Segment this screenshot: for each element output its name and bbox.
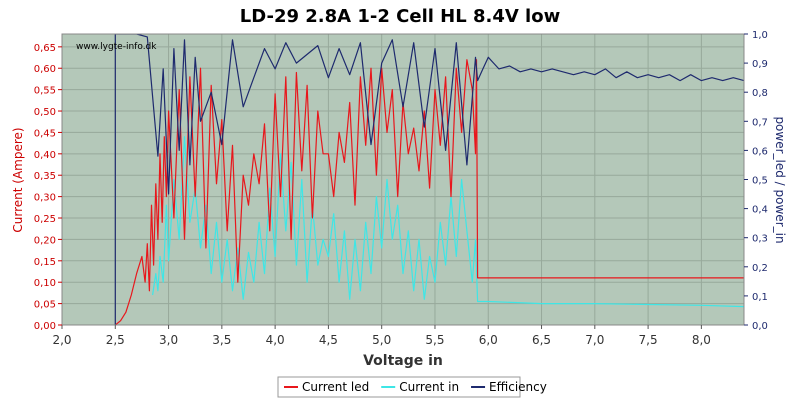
legend-label-current-in: Current in <box>399 380 459 394</box>
right-tick-label: 0,2 <box>752 263 768 274</box>
x-tick-label: 3,0 <box>159 333 178 347</box>
series-line-current-in <box>152 136 744 308</box>
right-tick-label: 1,0 <box>752 30 768 41</box>
x-tick-label: 5,0 <box>372 333 391 347</box>
right-tick-label: 0,4 <box>752 205 768 216</box>
x-axis: 2,0 2,5 3,0 3,5 4,0 4,5 5,0 5,5 6,0 6,5 7,0 7,5 8,0 <box>52 325 711 347</box>
right-tick-label: 0,3 <box>752 234 768 245</box>
x-tick-label: 7,0 <box>585 333 604 347</box>
left-axis-label: Current (Ampere) <box>11 127 25 232</box>
x-tick-label: 7,5 <box>639 333 658 347</box>
legend-label-current-led: Current led <box>302 380 369 394</box>
left-tick-label: 0,25 <box>34 214 56 225</box>
left-tick-label: 0,40 <box>34 150 56 161</box>
x-tick-label: 8,0 <box>692 333 711 347</box>
x-tick-label: 5,5 <box>425 333 444 347</box>
watermark: www.lygte-info.dk <box>76 42 157 52</box>
x-tick-label: 2,0 <box>52 333 71 347</box>
left-tick-label: 0,50 <box>34 107 56 118</box>
left-tick-label: 0,20 <box>34 235 56 246</box>
legend: Current led Current in Efficiency <box>277 376 547 398</box>
left-tick-label: 0,00 <box>34 321 56 332</box>
right-y-axis: 0,0 0,1 0,2 0,3 0,4 0,5 0,6 0,7 0,8 0,9 1,0 <box>744 30 768 332</box>
left-tick-label: 0,30 <box>34 193 56 204</box>
series-line-current-led <box>114 59 744 325</box>
left-y-axis: 0,00 0,05 0,10 0,15 0,20 0,25 0,30 0,35 0,40 0,45… <box>34 43 62 332</box>
series-line-efficiency <box>114 34 744 325</box>
left-tick-label: 0,15 <box>34 257 56 268</box>
legend-box <box>277 376 521 398</box>
left-tick-label: 0,05 <box>34 300 56 311</box>
x-axis-label: Voltage in <box>363 353 443 369</box>
x-tick-label: 3,5 <box>212 333 231 347</box>
chart-title: LD-29 2.8A 1-2 Cell HL 8.4V low <box>240 6 560 27</box>
right-axis-label: power_led / power_in <box>773 116 787 243</box>
left-tick-label: 0,45 <box>34 128 56 139</box>
right-tick-label: 0,6 <box>752 146 768 157</box>
left-tick-label: 0,35 <box>34 171 56 182</box>
right-tick-label: 0,8 <box>752 88 768 99</box>
x-tick-label: 2,5 <box>106 333 125 347</box>
series-layer <box>114 34 744 325</box>
x-tick-label: 4,5 <box>319 333 338 347</box>
right-tick-label: 0,5 <box>752 176 768 187</box>
plot-area <box>62 34 744 325</box>
x-tick-label: 6,5 <box>532 333 551 347</box>
right-tick-label: 0,9 <box>752 59 768 70</box>
right-tick-label: 0,0 <box>752 321 768 332</box>
left-tick-label: 0,10 <box>34 278 56 289</box>
left-tick-label: 0,55 <box>34 86 56 97</box>
left-tick-label: 0,60 <box>34 64 56 75</box>
left-tick-label: 0,65 <box>34 43 56 54</box>
legend-label-efficiency: Efficiency <box>489 380 547 394</box>
right-tick-label: 0,1 <box>752 292 768 303</box>
x-tick-label: 6,0 <box>479 333 498 347</box>
right-tick-label: 0,7 <box>752 117 768 128</box>
x-tick-label: 4,0 <box>266 333 285 347</box>
